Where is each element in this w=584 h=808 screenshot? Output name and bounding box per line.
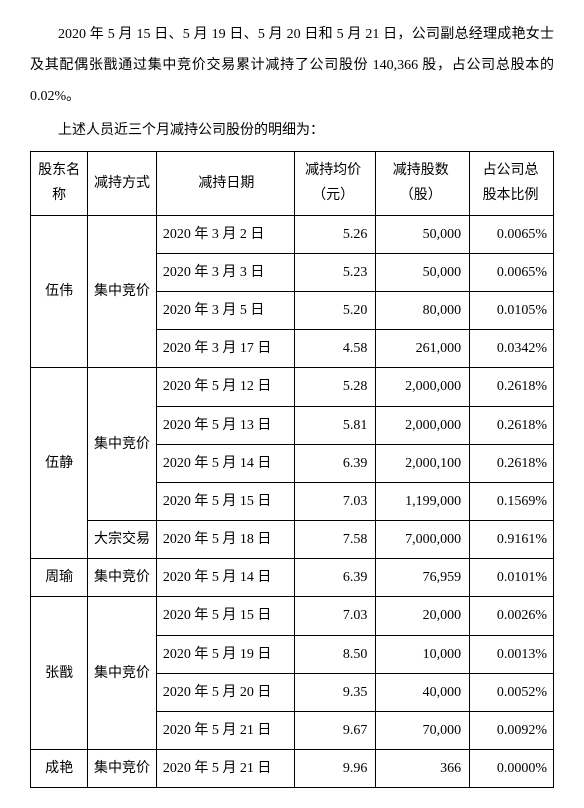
col-header-name: 股东名 称 xyxy=(31,152,88,215)
cell-date: 2020 年 3 月 17 日 xyxy=(156,330,294,368)
cell-qty: 40,000 xyxy=(376,673,470,711)
cell-date: 2020 年 3 月 2 日 xyxy=(156,215,294,253)
table-body: 伍伟集中竞价2020 年 3 月 2 日5.2650,0000.0065%202… xyxy=(31,215,554,788)
cell-price: 9.35 xyxy=(294,673,376,711)
cell-price: 5.28 xyxy=(294,368,376,406)
cell-date: 2020 年 5 月 21 日 xyxy=(156,750,294,788)
intro-paragraph-2: 上述人员近三个月减持公司股份的明细为： xyxy=(30,116,554,147)
col-header-pct-l1: 占公司总 xyxy=(474,158,547,183)
table-row: 成艳集中竞价2020 年 5 月 21 日9.963660.0000% xyxy=(31,750,554,788)
cell-qty: 2,000,000 xyxy=(376,406,470,444)
cell-qty: 80,000 xyxy=(376,291,470,329)
cell-date: 2020 年 3 月 3 日 xyxy=(156,253,294,291)
cell-method: 集中竞价 xyxy=(88,559,157,597)
reduction-table: 股东名 称 减持方式 减持日期 减持均价 （元） 减持股数 （股） 占公司总 股… xyxy=(30,151,554,788)
cell-pct: 0.1569% xyxy=(470,482,554,520)
cell-qty: 1,199,000 xyxy=(376,482,470,520)
cell-name: 伍静 xyxy=(31,368,88,559)
cell-pct: 0.0092% xyxy=(470,712,554,750)
cell-price: 7.03 xyxy=(294,597,376,635)
cell-name: 伍伟 xyxy=(31,215,88,368)
cell-date: 2020 年 5 月 13 日 xyxy=(156,406,294,444)
cell-pct: 0.0013% xyxy=(470,635,554,673)
cell-price: 9.67 xyxy=(294,712,376,750)
cell-pct: 0.2618% xyxy=(470,444,554,482)
cell-date: 2020 年 5 月 15 日 xyxy=(156,482,294,520)
cell-qty: 2,000,100 xyxy=(376,444,470,482)
cell-price: 5.81 xyxy=(294,406,376,444)
intro-paragraph-1: 2020 年 5 月 15 日、5 月 19 日、5 月 20 日和 5 月 2… xyxy=(30,20,554,112)
cell-price: 8.50 xyxy=(294,635,376,673)
col-header-qty-l1: 减持股数 xyxy=(380,158,461,183)
cell-date: 2020 年 5 月 14 日 xyxy=(156,444,294,482)
cell-pct: 0.2618% xyxy=(470,406,554,444)
cell-pct: 0.0000% xyxy=(470,750,554,788)
col-header-pct-l2: 股本比例 xyxy=(474,183,547,208)
table-header-row: 股东名 称 减持方式 减持日期 减持均价 （元） 减持股数 （股） 占公司总 股… xyxy=(31,152,554,215)
cell-date: 2020 年 3 月 5 日 xyxy=(156,291,294,329)
cell-date: 2020 年 5 月 14 日 xyxy=(156,559,294,597)
cell-price: 5.20 xyxy=(294,291,376,329)
cell-price: 6.39 xyxy=(294,444,376,482)
col-header-price-l1: 减持均价 xyxy=(299,158,368,183)
col-header-date: 减持日期 xyxy=(156,152,294,215)
cell-qty: 261,000 xyxy=(376,330,470,368)
cell-date: 2020 年 5 月 19 日 xyxy=(156,635,294,673)
cell-method: 集中竞价 xyxy=(88,215,157,368)
cell-qty: 2,000,000 xyxy=(376,368,470,406)
col-header-name-l2: 称 xyxy=(35,183,83,208)
cell-pct: 0.0065% xyxy=(470,253,554,291)
cell-pct: 0.0052% xyxy=(470,673,554,711)
cell-qty: 50,000 xyxy=(376,215,470,253)
cell-pct: 0.0101% xyxy=(470,559,554,597)
cell-date: 2020 年 5 月 15 日 xyxy=(156,597,294,635)
cell-qty: 20,000 xyxy=(376,597,470,635)
cell-price: 4.58 xyxy=(294,330,376,368)
cell-pct: 0.0065% xyxy=(470,215,554,253)
cell-pct: 0.2618% xyxy=(470,368,554,406)
col-header-qty: 减持股数 （股） xyxy=(376,152,470,215)
cell-pct: 0.0026% xyxy=(470,597,554,635)
cell-date: 2020 年 5 月 20 日 xyxy=(156,673,294,711)
col-header-name-l1: 股东名 xyxy=(35,158,83,183)
table-row: 伍静集中竞价2020 年 5 月 12 日5.282,000,0000.2618… xyxy=(31,368,554,406)
cell-method: 集中竞价 xyxy=(88,597,157,750)
cell-date: 2020 年 5 月 18 日 xyxy=(156,521,294,559)
cell-qty: 70,000 xyxy=(376,712,470,750)
cell-qty: 76,959 xyxy=(376,559,470,597)
cell-name: 周瑜 xyxy=(31,559,88,597)
cell-method: 大宗交易 xyxy=(88,521,157,559)
cell-price: 7.03 xyxy=(294,482,376,520)
cell-qty: 7,000,000 xyxy=(376,521,470,559)
cell-price: 7.58 xyxy=(294,521,376,559)
col-header-method: 减持方式 xyxy=(88,152,157,215)
cell-qty: 50,000 xyxy=(376,253,470,291)
cell-date: 2020 年 5 月 21 日 xyxy=(156,712,294,750)
cell-method: 集中竞价 xyxy=(88,368,157,521)
cell-price: 5.23 xyxy=(294,253,376,291)
table-row: 张戬集中竞价2020 年 5 月 15 日7.0320,0000.0026% xyxy=(31,597,554,635)
cell-pct: 0.0342% xyxy=(470,330,554,368)
cell-qty: 10,000 xyxy=(376,635,470,673)
col-header-price-l2: （元） xyxy=(299,183,368,208)
cell-price: 5.26 xyxy=(294,215,376,253)
col-header-pct: 占公司总 股本比例 xyxy=(470,152,554,215)
col-header-qty-l2: （股） xyxy=(380,183,461,208)
cell-name: 张戬 xyxy=(31,597,88,750)
cell-price: 6.39 xyxy=(294,559,376,597)
table-row: 大宗交易2020 年 5 月 18 日7.587,000,0000.9161% xyxy=(31,521,554,559)
cell-pct: 0.0105% xyxy=(470,291,554,329)
cell-date: 2020 年 5 月 12 日 xyxy=(156,368,294,406)
table-row: 周瑜集中竞价2020 年 5 月 14 日6.3976,9590.0101% xyxy=(31,559,554,597)
col-header-price: 减持均价 （元） xyxy=(294,152,376,215)
cell-price: 9.96 xyxy=(294,750,376,788)
cell-method: 集中竞价 xyxy=(88,750,157,788)
cell-name: 成艳 xyxy=(31,750,88,788)
table-row: 伍伟集中竞价2020 年 3 月 2 日5.2650,0000.0065% xyxy=(31,215,554,253)
cell-pct: 0.9161% xyxy=(470,521,554,559)
cell-qty: 366 xyxy=(376,750,470,788)
